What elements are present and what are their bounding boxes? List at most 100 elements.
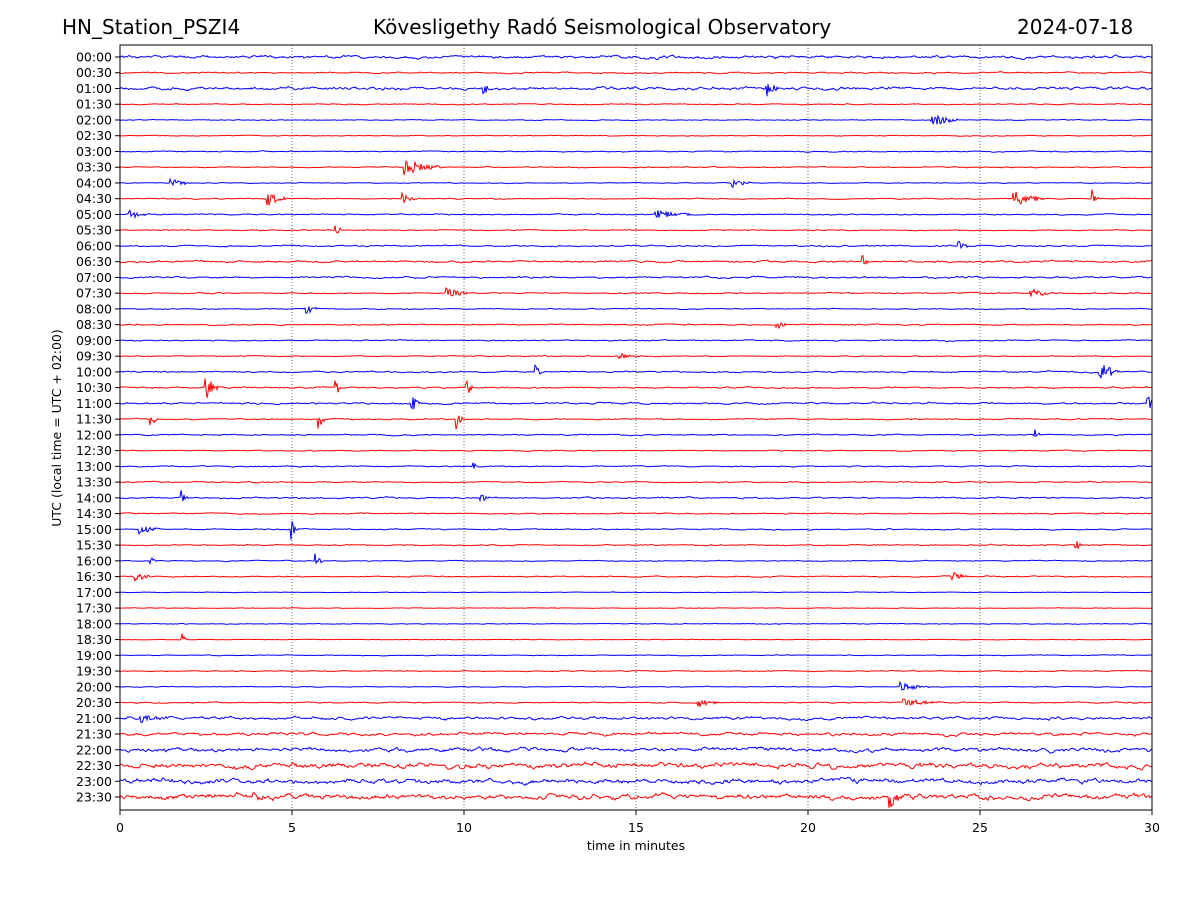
y-tick-label: 20:30 — [76, 695, 112, 710]
trace-2100 — [119, 714, 1153, 724]
y-tick-label: 18:30 — [76, 632, 112, 647]
x-axis-label: time in minutes — [587, 838, 685, 853]
trace-0630 — [119, 255, 1153, 265]
x-tick-label: 25 — [972, 820, 988, 835]
trace-0530 — [119, 225, 1153, 234]
trace-1530 — [119, 541, 1153, 549]
y-tick-label: 17:30 — [76, 601, 112, 616]
y-tick-label: 01:00 — [76, 81, 112, 96]
trace-1930 — [119, 669, 1152, 673]
y-tick-label: 09:00 — [76, 333, 112, 348]
x-tick-label: 10 — [456, 820, 472, 835]
y-tick-label: 16:30 — [76, 569, 112, 584]
trace-1630 — [119, 571, 1153, 583]
trace-0900 — [119, 338, 1153, 342]
x-tick-label: 0 — [116, 820, 124, 835]
y-tick-label: 23:30 — [76, 790, 112, 805]
y-tick-label: 10:30 — [76, 380, 112, 395]
y-tick-label: 02:00 — [76, 112, 112, 127]
y-tick-label: 06:30 — [76, 254, 112, 269]
y-tick-label: 08:00 — [76, 301, 112, 316]
y-tick-label: 13:30 — [76, 475, 112, 490]
trace-2000 — [120, 680, 1153, 691]
trace-1700 — [119, 591, 1153, 594]
trace-1900 — [119, 654, 1153, 657]
trace-0830 — [119, 321, 1153, 330]
y-tick-label: 04:00 — [76, 175, 112, 190]
y-tick-label: 08:30 — [76, 317, 112, 332]
y-tick-label: 23:00 — [76, 774, 112, 789]
trace-1600 — [119, 553, 1153, 566]
y-tick-label: 19:00 — [76, 648, 112, 663]
trace-1430 — [119, 512, 1153, 515]
date-title: 2024-07-18 — [1017, 15, 1134, 39]
y-tick-label: 01:30 — [76, 97, 112, 112]
observatory-title: Kövesligethy Radó Seismological Observat… — [373, 15, 832, 39]
y-tick-label: 11:30 — [76, 412, 112, 427]
y-tick-label: 05:30 — [76, 223, 112, 238]
trace-0000 — [119, 54, 1153, 61]
trace-0500 — [119, 209, 1153, 220]
y-tick-label: 05:00 — [76, 207, 112, 222]
trace-0230 — [119, 134, 1152, 137]
y-tick-label: 15:00 — [76, 522, 112, 537]
y-tick-label: 03:30 — [76, 160, 112, 175]
y-tick-label: 16:00 — [76, 553, 112, 568]
y-tick-label: 22:00 — [76, 742, 112, 757]
y-tick-label: 13:00 — [76, 459, 112, 474]
y-tick-label: 19:30 — [76, 664, 112, 679]
trace-1300 — [119, 462, 1153, 469]
station-title: HN_Station_PSZI4 — [62, 15, 241, 39]
trace-0330 — [119, 160, 1153, 176]
trace-0700 — [119, 275, 1152, 280]
trace-0430 — [120, 189, 1153, 206]
y-tick-label: 07:30 — [76, 286, 112, 301]
y-tick-label: 06:00 — [76, 238, 112, 253]
trace-2300 — [119, 776, 1153, 787]
trace-1730 — [120, 607, 1153, 610]
y-tick-label: 09:30 — [76, 349, 112, 364]
y-tick-label: 20:00 — [76, 679, 112, 694]
trace-0730 — [119, 287, 1153, 297]
trace-0400 — [119, 177, 1152, 189]
trace-0200 — [120, 114, 1152, 125]
trace-1000 — [119, 364, 1152, 379]
trace-2330 — [119, 791, 1153, 808]
trace-1030 — [119, 378, 1153, 398]
y-tick-label: 03:00 — [76, 144, 112, 159]
y-tick-label: 14:00 — [76, 490, 112, 505]
trace-2030 — [119, 698, 1153, 707]
trace-1230 — [119, 449, 1152, 452]
trace-0800 — [119, 306, 1153, 314]
y-tick-label: 21:00 — [76, 711, 112, 726]
trace-1500 — [119, 521, 1153, 540]
y-tick-label: 02:30 — [76, 128, 112, 143]
y-tick-label: 15:30 — [76, 538, 112, 553]
x-tick-label: 5 — [288, 820, 296, 835]
trace-0600 — [119, 240, 1153, 250]
y-tick-label: 12:30 — [76, 443, 112, 458]
y-axis-label: UTC (local time = UTC + 02:00) — [49, 329, 64, 527]
trace-1800 — [119, 622, 1152, 625]
trace-2130 — [119, 731, 1153, 738]
y-tick-label: 18:00 — [76, 616, 112, 631]
y-tick-label: 04:30 — [76, 191, 112, 206]
trace-1100 — [119, 395, 1153, 411]
y-tick-label: 11:00 — [76, 396, 112, 411]
trace-1830 — [119, 633, 1153, 641]
trace-1330 — [119, 480, 1153, 484]
y-tick-label: 00:00 — [76, 50, 112, 65]
trace-1130 — [119, 415, 1153, 430]
y-tick-label: 10:00 — [76, 364, 112, 379]
x-tick-label: 30 — [1144, 820, 1160, 835]
trace-2230 — [119, 761, 1153, 771]
trace-0930 — [119, 352, 1153, 360]
trace-2200 — [119, 746, 1153, 754]
x-tick-label: 20 — [800, 820, 816, 835]
trace-0030 — [119, 71, 1153, 75]
trace-0300 — [119, 150, 1153, 153]
y-tick-label: 14:30 — [76, 506, 112, 521]
x-tick-label: 15 — [628, 820, 644, 835]
trace-0100 — [119, 83, 1153, 97]
